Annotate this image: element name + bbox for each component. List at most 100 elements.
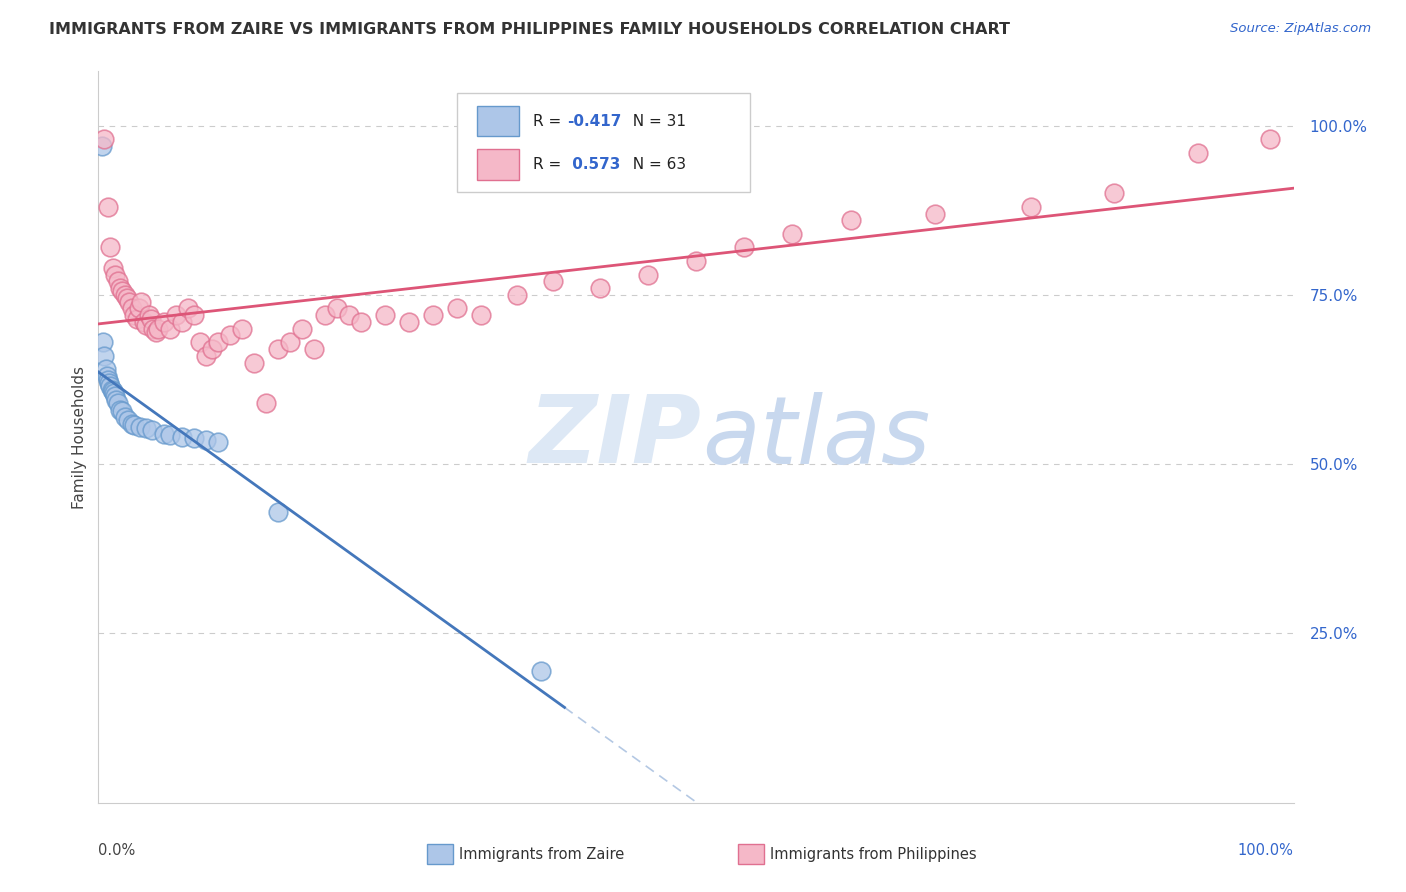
Point	[139, 311, 162, 326]
Point	[207, 335, 229, 350]
Point	[118, 294, 141, 309]
Point	[326, 301, 349, 316]
Point	[104, 268, 127, 282]
Point	[780, 227, 803, 241]
Point	[114, 409, 136, 424]
Point	[121, 417, 143, 431]
Text: Immigrants from Philippines: Immigrants from Philippines	[770, 847, 977, 862]
Point	[131, 294, 153, 309]
Point	[207, 435, 229, 450]
Point	[172, 315, 194, 329]
Point	[530, 664, 553, 678]
Bar	[477, 106, 519, 136]
Point	[101, 260, 124, 275]
Point	[637, 268, 659, 282]
Point	[104, 389, 127, 403]
Point	[541, 274, 564, 288]
Point	[124, 308, 146, 322]
Point	[111, 404, 134, 418]
Point	[108, 281, 131, 295]
Point	[98, 379, 122, 393]
Point	[108, 403, 131, 417]
Point	[398, 315, 420, 329]
Point	[105, 392, 128, 407]
Point	[100, 383, 122, 397]
Point	[135, 421, 157, 435]
Point	[219, 328, 242, 343]
Point	[93, 349, 115, 363]
Point	[183, 308, 205, 322]
Point	[302, 342, 325, 356]
Point	[91, 335, 114, 350]
Point	[339, 308, 361, 322]
Text: 0.0%: 0.0%	[98, 843, 135, 858]
Point	[125, 311, 148, 326]
Point	[111, 285, 134, 299]
Text: N = 63: N = 63	[623, 157, 686, 172]
Point	[124, 417, 146, 432]
Text: IMMIGRANTS FROM ZAIRE VS IMMIGRANTS FROM PHILIPPINES FAMILY HOUSEHOLDS CORRELATI: IMMIGRANTS FROM ZAIRE VS IMMIGRANTS FROM…	[49, 22, 1010, 37]
Point	[231, 322, 253, 336]
Point	[172, 430, 194, 444]
Text: R =: R =	[533, 113, 567, 128]
Point	[841, 213, 863, 227]
Bar	[477, 149, 519, 179]
Point	[94, 362, 117, 376]
Text: 100.0%: 100.0%	[1237, 843, 1294, 858]
Point	[96, 369, 118, 384]
Point	[141, 423, 163, 437]
Point	[183, 432, 205, 446]
Point	[201, 342, 224, 356]
Point	[114, 288, 136, 302]
Point	[195, 434, 218, 448]
Point	[165, 308, 187, 322]
Point	[117, 413, 139, 427]
Point	[278, 335, 301, 350]
Point	[98, 240, 122, 254]
Y-axis label: Family Households: Family Households	[72, 366, 87, 508]
Point	[101, 384, 124, 398]
Point	[188, 335, 211, 350]
Point	[98, 376, 121, 390]
Point	[153, 426, 176, 441]
Text: Source: ZipAtlas.com: Source: ZipAtlas.com	[1230, 22, 1371, 36]
Text: Immigrants from Zaire: Immigrants from Zaire	[460, 847, 624, 862]
Point	[1019, 200, 1042, 214]
Point	[470, 308, 492, 322]
Point	[148, 322, 170, 336]
Point	[177, 301, 200, 316]
Point	[145, 325, 167, 339]
Point	[107, 274, 129, 288]
Point	[195, 349, 218, 363]
Point	[107, 396, 129, 410]
FancyBboxPatch shape	[457, 94, 749, 192]
Point	[142, 322, 165, 336]
Point	[132, 315, 155, 329]
Point	[121, 301, 143, 316]
Point	[267, 505, 290, 519]
Point	[267, 342, 290, 356]
Point	[446, 301, 468, 316]
Bar	[738, 844, 763, 864]
Text: 0.573: 0.573	[567, 157, 620, 172]
Point	[1104, 186, 1126, 201]
Point	[685, 254, 707, 268]
Point	[254, 396, 277, 410]
Point	[589, 281, 612, 295]
Bar	[427, 844, 453, 864]
Point	[291, 322, 314, 336]
Point	[350, 315, 373, 329]
Point	[103, 386, 125, 401]
Text: N = 31: N = 31	[623, 113, 686, 128]
Point	[243, 355, 266, 369]
Point	[315, 308, 337, 322]
Point	[129, 420, 152, 434]
Point	[138, 308, 160, 322]
Point	[97, 200, 120, 214]
Point	[506, 288, 529, 302]
Point	[1258, 132, 1281, 146]
Point	[159, 428, 181, 442]
Point	[159, 322, 181, 336]
Text: ZIP: ZIP	[529, 391, 702, 483]
Text: R =: R =	[533, 157, 567, 172]
